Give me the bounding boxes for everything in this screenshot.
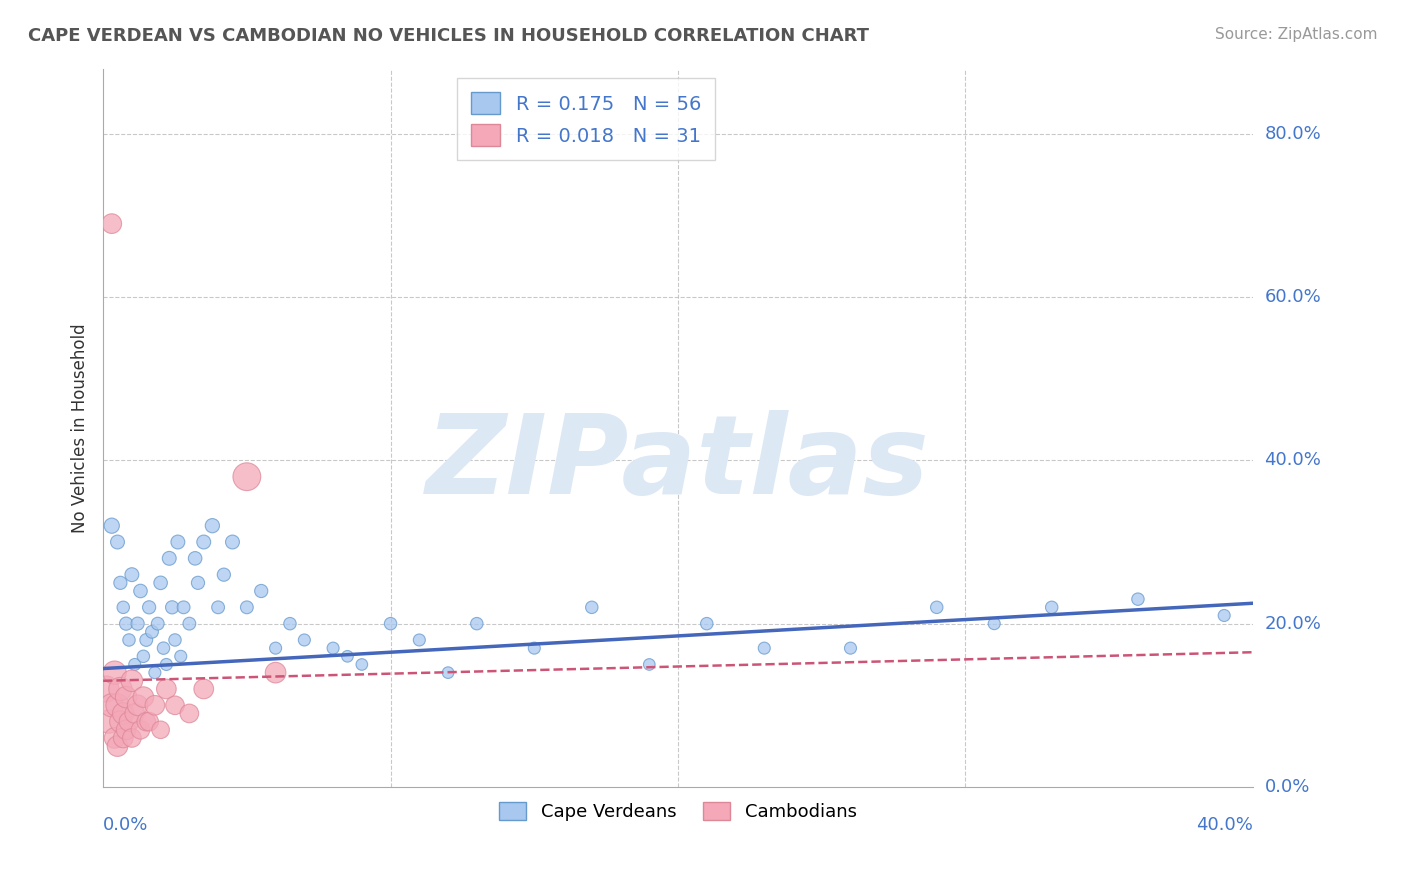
Point [187, 575, 209, 590]
Point [322, 641, 344, 656]
Point [212, 567, 235, 582]
Point [121, 673, 143, 688]
Point [115, 723, 138, 737]
Point [638, 657, 661, 672]
Point [141, 624, 163, 639]
Text: 0.0%: 0.0% [1264, 778, 1310, 796]
Point [132, 649, 155, 664]
Point [839, 641, 862, 656]
Point [155, 657, 177, 672]
Point [110, 575, 132, 590]
Point [201, 518, 224, 533]
Text: Source: ZipAtlas.com: Source: ZipAtlas.com [1215, 27, 1378, 42]
Point [179, 616, 201, 631]
Point [754, 641, 776, 656]
Text: 40.0%: 40.0% [1264, 451, 1322, 469]
Point [129, 723, 152, 737]
Point [1040, 600, 1063, 615]
Point [100, 217, 122, 231]
Point [112, 600, 135, 615]
Point [167, 535, 190, 549]
Point [581, 600, 603, 615]
Point [138, 714, 160, 729]
Point [152, 641, 174, 656]
Point [523, 641, 546, 656]
Point [127, 616, 149, 631]
Point [437, 665, 460, 680]
Point [138, 600, 160, 615]
Point [184, 551, 207, 566]
Point [118, 714, 141, 729]
Point [104, 731, 127, 745]
Point [149, 575, 172, 590]
Point [94, 681, 117, 696]
Y-axis label: No Vehicles in Household: No Vehicles in Household [72, 323, 89, 533]
Text: ZIPatlas: ZIPatlas [426, 410, 929, 517]
Point [264, 641, 287, 656]
Point [135, 714, 157, 729]
Text: 60.0%: 60.0% [1264, 288, 1322, 306]
Point [112, 731, 135, 745]
Point [112, 706, 135, 721]
Point [118, 632, 141, 647]
Point [157, 551, 180, 566]
Point [107, 739, 129, 753]
Legend: Cape Verdeans, Cambodians: Cape Verdeans, Cambodians [492, 795, 865, 828]
Point [124, 706, 146, 721]
Point [124, 657, 146, 672]
Point [925, 600, 948, 615]
Point [155, 681, 177, 696]
Point [115, 616, 138, 631]
Point [135, 632, 157, 647]
Point [127, 698, 149, 713]
Point [110, 714, 132, 729]
Point [163, 698, 186, 713]
Point [193, 681, 215, 696]
Point [236, 600, 259, 615]
Point [110, 681, 132, 696]
Point [146, 616, 169, 631]
Point [160, 600, 183, 615]
Point [236, 469, 259, 483]
Point [173, 600, 195, 615]
Point [292, 632, 315, 647]
Point [143, 665, 166, 680]
Point [121, 731, 143, 745]
Point [107, 535, 129, 549]
Point [149, 723, 172, 737]
Point [336, 649, 359, 664]
Point [129, 584, 152, 599]
Point [193, 535, 215, 549]
Point [983, 616, 1005, 631]
Point [121, 567, 143, 582]
Point [100, 698, 122, 713]
Text: 80.0%: 80.0% [1264, 125, 1322, 143]
Point [97, 714, 120, 729]
Point [100, 518, 122, 533]
Point [350, 657, 373, 672]
Point [170, 649, 193, 664]
Point [143, 698, 166, 713]
Point [107, 698, 129, 713]
Point [696, 616, 718, 631]
Point [207, 600, 229, 615]
Point [104, 665, 127, 680]
Point [1213, 608, 1236, 623]
Point [250, 584, 273, 599]
Text: 0.0%: 0.0% [103, 815, 149, 834]
Point [179, 706, 201, 721]
Point [1126, 592, 1149, 607]
Point [380, 616, 402, 631]
Point [163, 632, 186, 647]
Point [221, 535, 243, 549]
Point [115, 690, 138, 705]
Point [465, 616, 488, 631]
Text: CAPE VERDEAN VS CAMBODIAN NO VEHICLES IN HOUSEHOLD CORRELATION CHART: CAPE VERDEAN VS CAMBODIAN NO VEHICLES IN… [28, 27, 869, 45]
Point [132, 690, 155, 705]
Text: 40.0%: 40.0% [1197, 815, 1253, 834]
Point [264, 665, 287, 680]
Point [408, 632, 430, 647]
Point [278, 616, 301, 631]
Text: 20.0%: 20.0% [1264, 615, 1322, 632]
